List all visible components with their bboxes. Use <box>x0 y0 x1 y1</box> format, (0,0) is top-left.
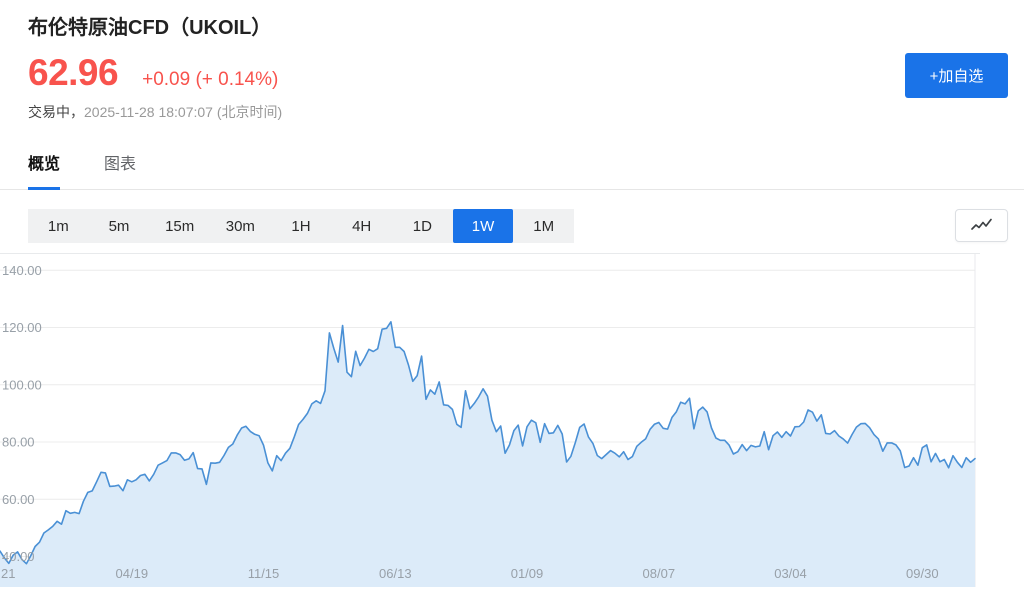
interval-1month[interactable]: 1M <box>513 209 574 243</box>
tab-chart[interactable]: 图表 <box>104 156 137 173</box>
header: 布伦特原油CFD（UKOIL） 62.96 +0.09 (+ 0.14%) 交易… <box>0 0 1024 126</box>
status-row: 交易中，2025-11-28 18:07:07 (北京时间) <box>28 102 1008 122</box>
interval-4hour[interactable]: 4H <box>331 209 392 243</box>
current-price: 62.96 <box>28 52 119 93</box>
y-axis-label: 140.00 <box>2 263 42 278</box>
interval-1min[interactable]: 1m <box>28 209 89 243</box>
x-axis-label: 08/07 <box>643 566 676 581</box>
y-axis-label: 100.00 <box>2 377 42 392</box>
interval-30min[interactable]: 30m <box>210 209 271 243</box>
y-axis-label: 60.00 <box>2 492 35 507</box>
interval-selector: 1m 5m 15m 30m 1H 4H 1D 1W 1M <box>28 209 574 243</box>
tab-bar: 概览 图表 <box>0 154 1024 190</box>
add-watchlist-button[interactable]: +加自选 <box>905 53 1008 98</box>
page-title: 布伦特原油CFD（UKOIL） <box>28 17 272 39</box>
trading-status: 交易中， <box>28 104 84 120</box>
chart-type-button[interactable] <box>955 209 1008 242</box>
area-fill <box>0 321 975 587</box>
interval-1week[interactable]: 1W <box>452 209 514 243</box>
status-timestamp: 2025-11-28 18:07:07 (北京时间) <box>84 104 283 120</box>
interval-15min[interactable]: 15m <box>149 209 210 243</box>
interval-5min[interactable]: 5m <box>89 209 150 243</box>
chart-controls: 1m 5m 15m 30m 1H 4H 1D 1W 1M <box>28 209 1008 243</box>
y-axis-label: 120.00 <box>2 320 42 335</box>
price-change: +0.09 (+ 0.14%) <box>142 69 279 90</box>
interval-1day[interactable]: 1D <box>392 209 453 243</box>
x-axis-label: 01/09 <box>511 566 544 581</box>
chart-area: 21 04/19 11/15 06/13 01/09 08/07 03/04 09/30 140… <box>0 253 1024 601</box>
x-axis-label: 09/30 <box>906 566 939 581</box>
price-chart[interactable]: 21 04/19 11/15 06/13 01/09 08/07 03/04 09/30 140… <box>0 253 980 601</box>
x-axis-label: 06/13 <box>379 566 412 581</box>
x-axis-label: 21 <box>1 566 15 581</box>
x-axis-label: 11/15 <box>248 566 280 581</box>
y-axis-label: 80.00 <box>2 435 35 450</box>
tab-overview[interactable]: 概览 <box>28 154 61 190</box>
line-chart-icon <box>970 218 992 230</box>
y-axis-label: 40.00 <box>2 549 35 564</box>
x-axis-label: 03/04 <box>774 566 807 581</box>
interval-1hour[interactable]: 1H <box>271 209 332 243</box>
x-axis-label: 04/19 <box>116 566 149 581</box>
price-line <box>0 320 976 565</box>
price-row: 62.96 +0.09 (+ 0.14%) <box>28 52 1008 96</box>
